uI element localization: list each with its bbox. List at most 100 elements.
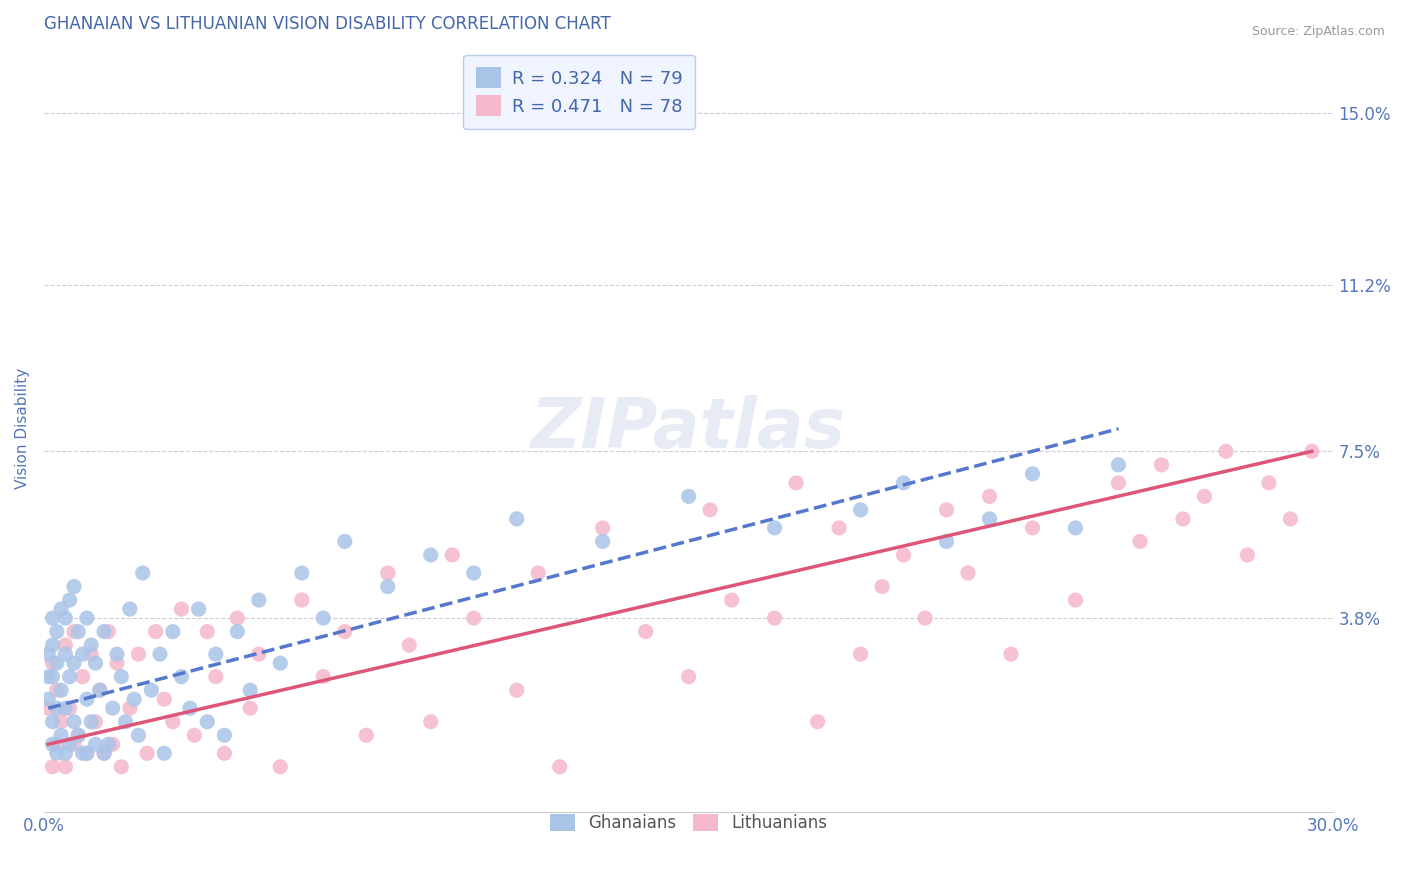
Point	[1107, 475, 1129, 490]
Point	[49, 602, 72, 616]
Point	[63, 624, 86, 639]
Point	[312, 611, 335, 625]
Point	[153, 746, 176, 760]
Point	[59, 670, 82, 684]
Point	[849, 503, 872, 517]
Point	[55, 611, 77, 625]
Point	[935, 503, 957, 517]
Point	[720, 593, 742, 607]
Point	[205, 670, 228, 684]
Point	[1171, 512, 1194, 526]
Point	[195, 624, 218, 639]
Point	[49, 728, 72, 742]
Point	[979, 512, 1001, 526]
Point	[291, 593, 314, 607]
Point	[763, 521, 786, 535]
Point	[127, 728, 149, 742]
Point	[634, 624, 657, 639]
Point	[37, 670, 59, 684]
Point	[162, 624, 184, 639]
Point	[1301, 444, 1323, 458]
Point	[37, 692, 59, 706]
Point	[269, 656, 291, 670]
Point	[127, 647, 149, 661]
Point	[136, 746, 159, 760]
Point	[114, 714, 136, 729]
Point	[37, 647, 59, 661]
Point	[678, 489, 700, 503]
Point	[239, 683, 262, 698]
Point	[101, 701, 124, 715]
Point	[45, 746, 67, 760]
Point	[97, 737, 120, 751]
Point	[132, 566, 155, 580]
Point	[89, 683, 111, 698]
Text: Source: ZipAtlas.com: Source: ZipAtlas.com	[1251, 25, 1385, 38]
Point	[55, 638, 77, 652]
Point	[72, 746, 94, 760]
Point	[41, 737, 63, 751]
Point	[1215, 444, 1237, 458]
Point	[76, 746, 98, 760]
Point	[592, 521, 614, 535]
Point	[1021, 521, 1043, 535]
Point	[548, 760, 571, 774]
Point	[93, 746, 115, 760]
Point	[55, 701, 77, 715]
Point	[110, 760, 132, 774]
Point	[463, 566, 485, 580]
Point	[226, 611, 249, 625]
Point	[84, 656, 107, 670]
Point	[849, 647, 872, 661]
Point	[592, 534, 614, 549]
Point	[118, 701, 141, 715]
Point	[105, 647, 128, 661]
Point	[72, 670, 94, 684]
Point	[828, 521, 851, 535]
Point	[55, 647, 77, 661]
Point	[41, 714, 63, 729]
Point	[149, 647, 172, 661]
Point	[80, 638, 103, 652]
Point	[506, 512, 529, 526]
Point	[785, 475, 807, 490]
Legend: Ghanaians, Lithuanians: Ghanaians, Lithuanians	[537, 801, 841, 846]
Point	[41, 656, 63, 670]
Point	[678, 670, 700, 684]
Point	[226, 624, 249, 639]
Point	[97, 624, 120, 639]
Point	[37, 701, 59, 715]
Point	[76, 692, 98, 706]
Point	[45, 683, 67, 698]
Point	[55, 760, 77, 774]
Point	[333, 624, 356, 639]
Point	[312, 670, 335, 684]
Point	[247, 593, 270, 607]
Point	[870, 580, 893, 594]
Point	[84, 737, 107, 751]
Point	[269, 760, 291, 774]
Point	[76, 611, 98, 625]
Point	[1150, 458, 1173, 472]
Point	[377, 566, 399, 580]
Point	[419, 548, 441, 562]
Point	[1064, 521, 1087, 535]
Point	[419, 714, 441, 729]
Point	[49, 683, 72, 698]
Point	[63, 737, 86, 751]
Point	[59, 701, 82, 715]
Point	[170, 670, 193, 684]
Point	[59, 593, 82, 607]
Point	[153, 692, 176, 706]
Point	[893, 548, 915, 562]
Point	[45, 656, 67, 670]
Point	[110, 670, 132, 684]
Point	[41, 760, 63, 774]
Point	[59, 737, 82, 751]
Y-axis label: Vision Disability: Vision Disability	[15, 368, 30, 490]
Point	[63, 656, 86, 670]
Point	[893, 475, 915, 490]
Point	[170, 602, 193, 616]
Point	[527, 566, 550, 580]
Point	[141, 683, 163, 698]
